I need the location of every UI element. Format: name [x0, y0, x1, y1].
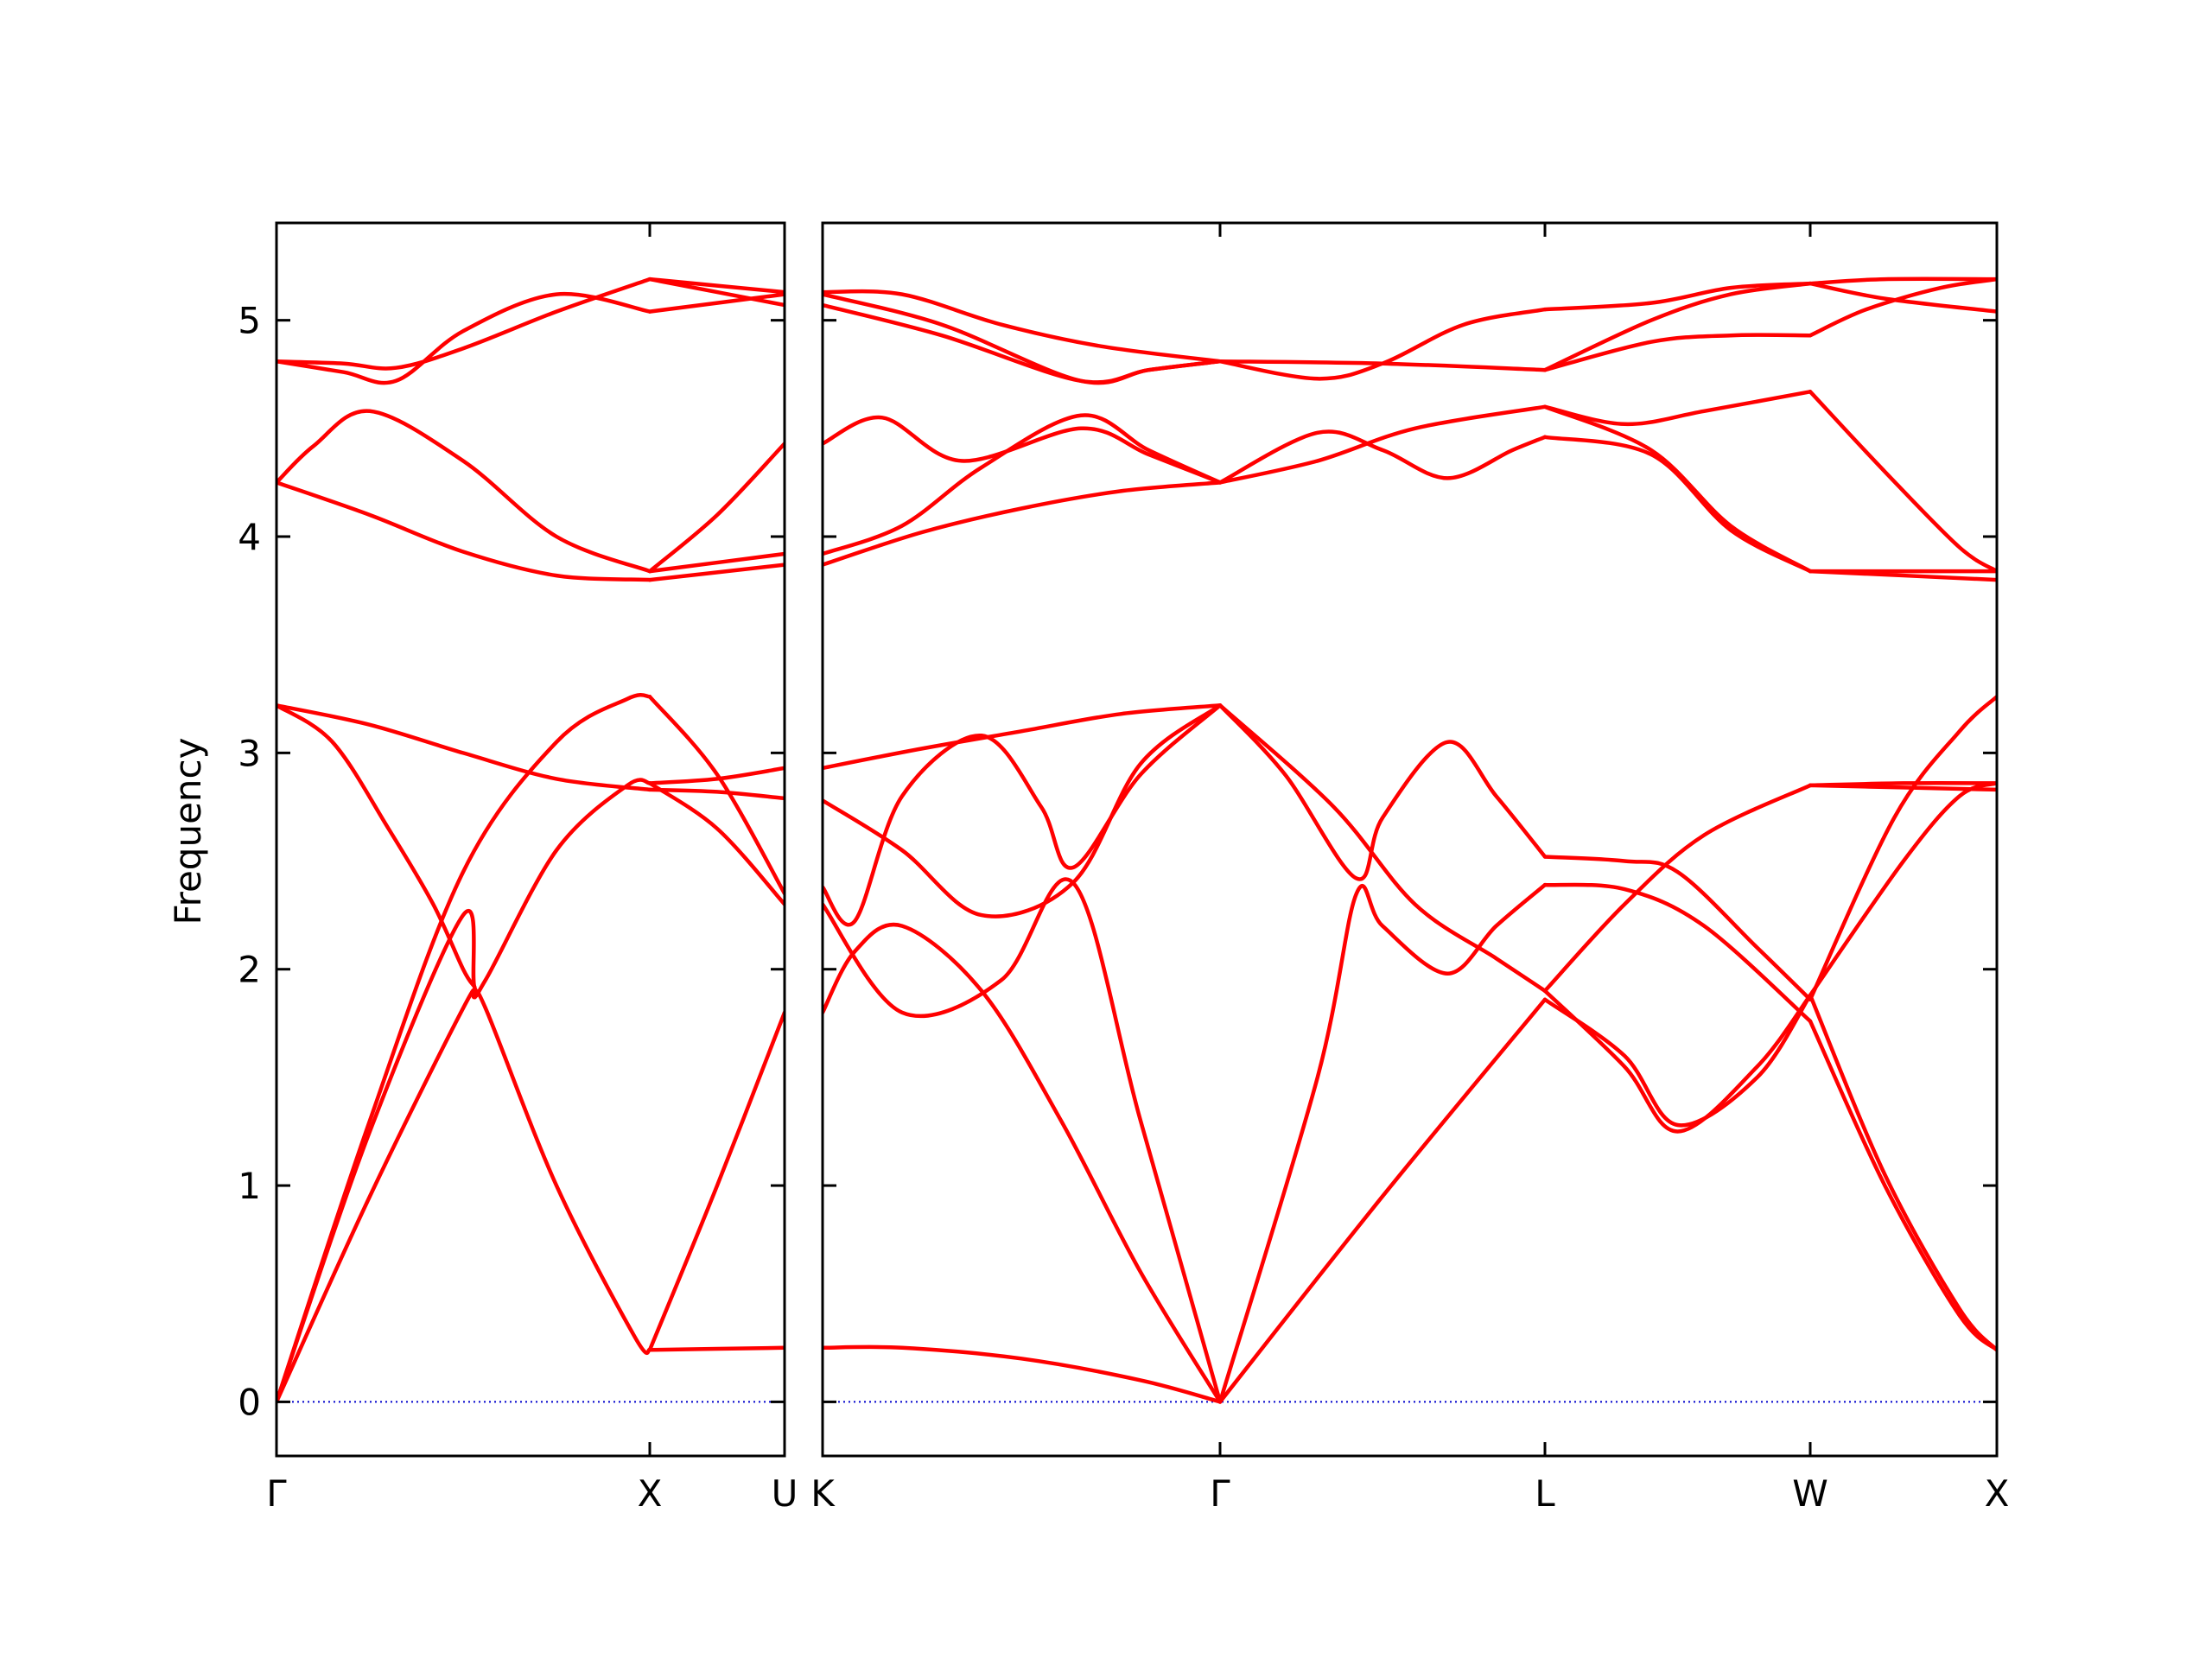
band-line-K-Γ-0 — [823, 1344, 1223, 1404]
band-line-X-U-2 — [647, 766, 785, 785]
y-tick-labels: 0 1 2 3 4 5 — [238, 300, 261, 1424]
band-line-X-U-1 — [647, 1010, 785, 1352]
band-line-K-Γ-2 — [823, 877, 1223, 1404]
x-tick-label-Γ: Γ — [266, 1472, 287, 1515]
y-tick-label: 5 — [238, 300, 261, 342]
band-line-W-X-11 — [1808, 281, 1997, 314]
band-line-Γ-X-4 — [276, 703, 652, 792]
band-line-W-X-0 — [1808, 1019, 1997, 1352]
band-line-Γ-X-6 — [276, 409, 652, 574]
x-tick-label-U: U — [772, 1472, 798, 1515]
plot-layer: Γ X U K Γ L W X 0 1 2 3 4 5 — [238, 221, 2010, 1515]
y-tick-label: 2 — [238, 949, 261, 991]
band-line-X-U-11 — [647, 276, 785, 308]
band-line-X-U-4 — [647, 781, 785, 906]
band-line-X-U-9 — [647, 292, 785, 314]
x-tick-label-K: K — [810, 1472, 836, 1515]
band-line-X-U-5 — [647, 695, 785, 896]
band-line-Γ-L-4 — [1217, 404, 1548, 485]
band-line-Γ-X-1 — [276, 778, 652, 1404]
band-line-Γ-L-3 — [1217, 703, 1548, 993]
x-tick-label-W: W — [1792, 1472, 1828, 1515]
band-line-K-Γ-8 — [823, 415, 1223, 485]
band-line-K-Γ-10 — [823, 292, 1223, 385]
band-line-L-W-1 — [1542, 988, 1813, 1134]
band-line-L-W-8 — [1542, 333, 1813, 372]
band-line-W-X-1 — [1808, 993, 1997, 1352]
band-line-L-W-10 — [1542, 281, 1813, 312]
band-line-K-Γ-5 — [823, 703, 1223, 771]
x-tick-label-X: X — [638, 1472, 663, 1515]
band-line-W-X-7 — [1808, 569, 1997, 582]
y-tick-label: 3 — [238, 732, 261, 774]
band-line-W-X-8 — [1808, 390, 1997, 574]
band-line-Γ-X-2 — [276, 692, 652, 1404]
right-panel-bands — [823, 276, 1997, 1404]
band-line-K-Γ-3 — [823, 703, 1223, 927]
band-line-Γ-X-8 — [276, 291, 652, 385]
right-panel-frame — [821, 221, 1999, 1458]
x-tick-label-Γ: Γ — [1210, 1472, 1230, 1515]
band-line-L-W-5 — [1542, 390, 1813, 427]
band-line-K-Γ-4 — [823, 703, 1223, 918]
left-panel-bands — [276, 276, 785, 1404]
band-line-K-Γ-11 — [823, 289, 1223, 364]
band-line-K-Γ-1 — [823, 922, 1223, 1404]
band-line-X-U-3 — [647, 787, 785, 801]
band-line-W-X-2 — [1808, 695, 1997, 1002]
band-line-Γ-X-7 — [276, 276, 652, 371]
band-line-X-U-0 — [647, 1345, 785, 1352]
band-line-Γ-L-5 — [1217, 429, 1548, 485]
band-line-L-W-9 — [1542, 281, 1813, 372]
band-line-L-W-4 — [1542, 783, 1813, 993]
left-panel-frame — [275, 221, 786, 1458]
band-line-K-Γ-7 — [823, 413, 1223, 556]
band-line-W-X-9 — [1808, 276, 1997, 338]
band-line-Γ-L-7 — [1217, 307, 1548, 381]
band-line-L-W-7 — [1542, 435, 1813, 574]
band-line-K-Γ-6 — [823, 480, 1223, 567]
y-tick-label: 0 — [238, 1381, 261, 1423]
band-line-L-W-0 — [1542, 993, 1813, 1128]
band-line-Γ-L-0 — [1217, 997, 1548, 1404]
band-line-W-X-5 — [1808, 783, 1997, 792]
y-tick-label: 4 — [238, 516, 261, 558]
band-line-L-W-2 — [1542, 882, 1813, 1024]
band-line-W-X-10 — [1808, 276, 1997, 286]
band-line-Γ-X-3 — [276, 703, 477, 988]
band-line-Γ-X-5 — [276, 480, 652, 582]
y-axis-label: Frequency — [167, 738, 209, 925]
band-line-Γ-L-2 — [1217, 703, 1548, 881]
x-tick-label-X: X — [1985, 1472, 2010, 1515]
band-line-X-U-6 — [647, 563, 785, 582]
band-line-X-U-8 — [647, 442, 785, 574]
y-tick-label: 1 — [238, 1165, 261, 1207]
x-tick-label-L: L — [1535, 1472, 1555, 1515]
band-line-L-W-3 — [1542, 855, 1813, 1002]
band-line-Γ-L-1 — [1217, 882, 1548, 1404]
band-line-X-U-7 — [647, 551, 785, 574]
